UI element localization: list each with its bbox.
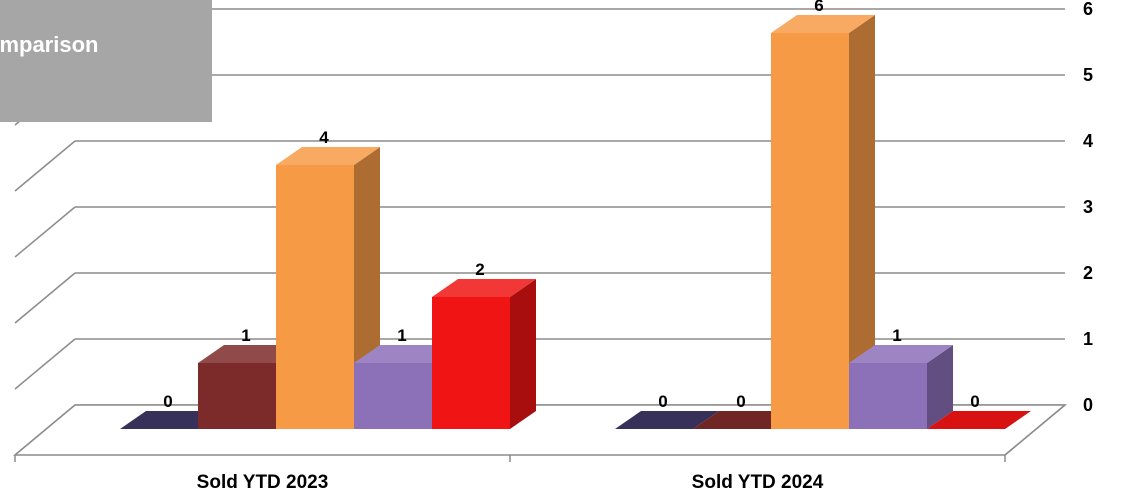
y-tick-label: 2	[1083, 263, 1093, 283]
y-tick-label: 6	[1083, 0, 1093, 19]
floor-edge	[1004, 404, 1066, 456]
data-label: 4	[319, 128, 329, 147]
data-label: 0	[163, 392, 172, 411]
data-label: 1	[397, 326, 406, 345]
bar-front	[849, 363, 927, 429]
x-category-label: Sold YTD 2023	[197, 472, 329, 493]
bar-top	[849, 345, 953, 363]
bar-front	[198, 363, 276, 429]
bar-front	[354, 363, 432, 429]
data-label: 0	[736, 392, 745, 411]
bar-side	[927, 345, 953, 429]
bar-top	[276, 147, 380, 165]
y-tick-label: 4	[1083, 131, 1093, 151]
bar-front	[771, 33, 849, 429]
side-gridline	[14, 206, 76, 258]
chart-bars	[120, 15, 1031, 429]
data-label: 6	[814, 0, 823, 15]
y-tick-label: 5	[1083, 65, 1093, 85]
bar-top	[615, 411, 719, 429]
side-gridline	[14, 338, 76, 390]
bar-front	[432, 297, 510, 429]
side-gridline	[14, 140, 76, 192]
side-gridline	[14, 272, 76, 324]
y-tick-label: 1	[1083, 329, 1093, 349]
y-tick-label: 3	[1083, 197, 1093, 217]
data-label: 1	[241, 326, 250, 345]
data-label: 0	[658, 392, 667, 411]
bar-top	[927, 411, 1031, 429]
data-label: 2	[475, 260, 484, 279]
bar-top	[432, 279, 536, 297]
y-tick-label: 0	[1083, 395, 1093, 415]
data-label: 0	[970, 392, 979, 411]
bar-front	[276, 165, 354, 429]
bar-side	[849, 15, 875, 429]
data-label: 1	[892, 326, 901, 345]
chart-title: omparison	[0, 32, 99, 57]
bar-top	[771, 15, 875, 33]
x-category-label: Sold YTD 2024	[692, 472, 824, 493]
chart-labels: 0 1 2 3 4 5 6 0 1 4 1 2 Sold YTD 2023 0 0 6 1 0 Sold YTD 2…	[163, 0, 1093, 493]
bar-side	[510, 279, 536, 429]
chart-title-box: omparison	[0, 0, 212, 122]
